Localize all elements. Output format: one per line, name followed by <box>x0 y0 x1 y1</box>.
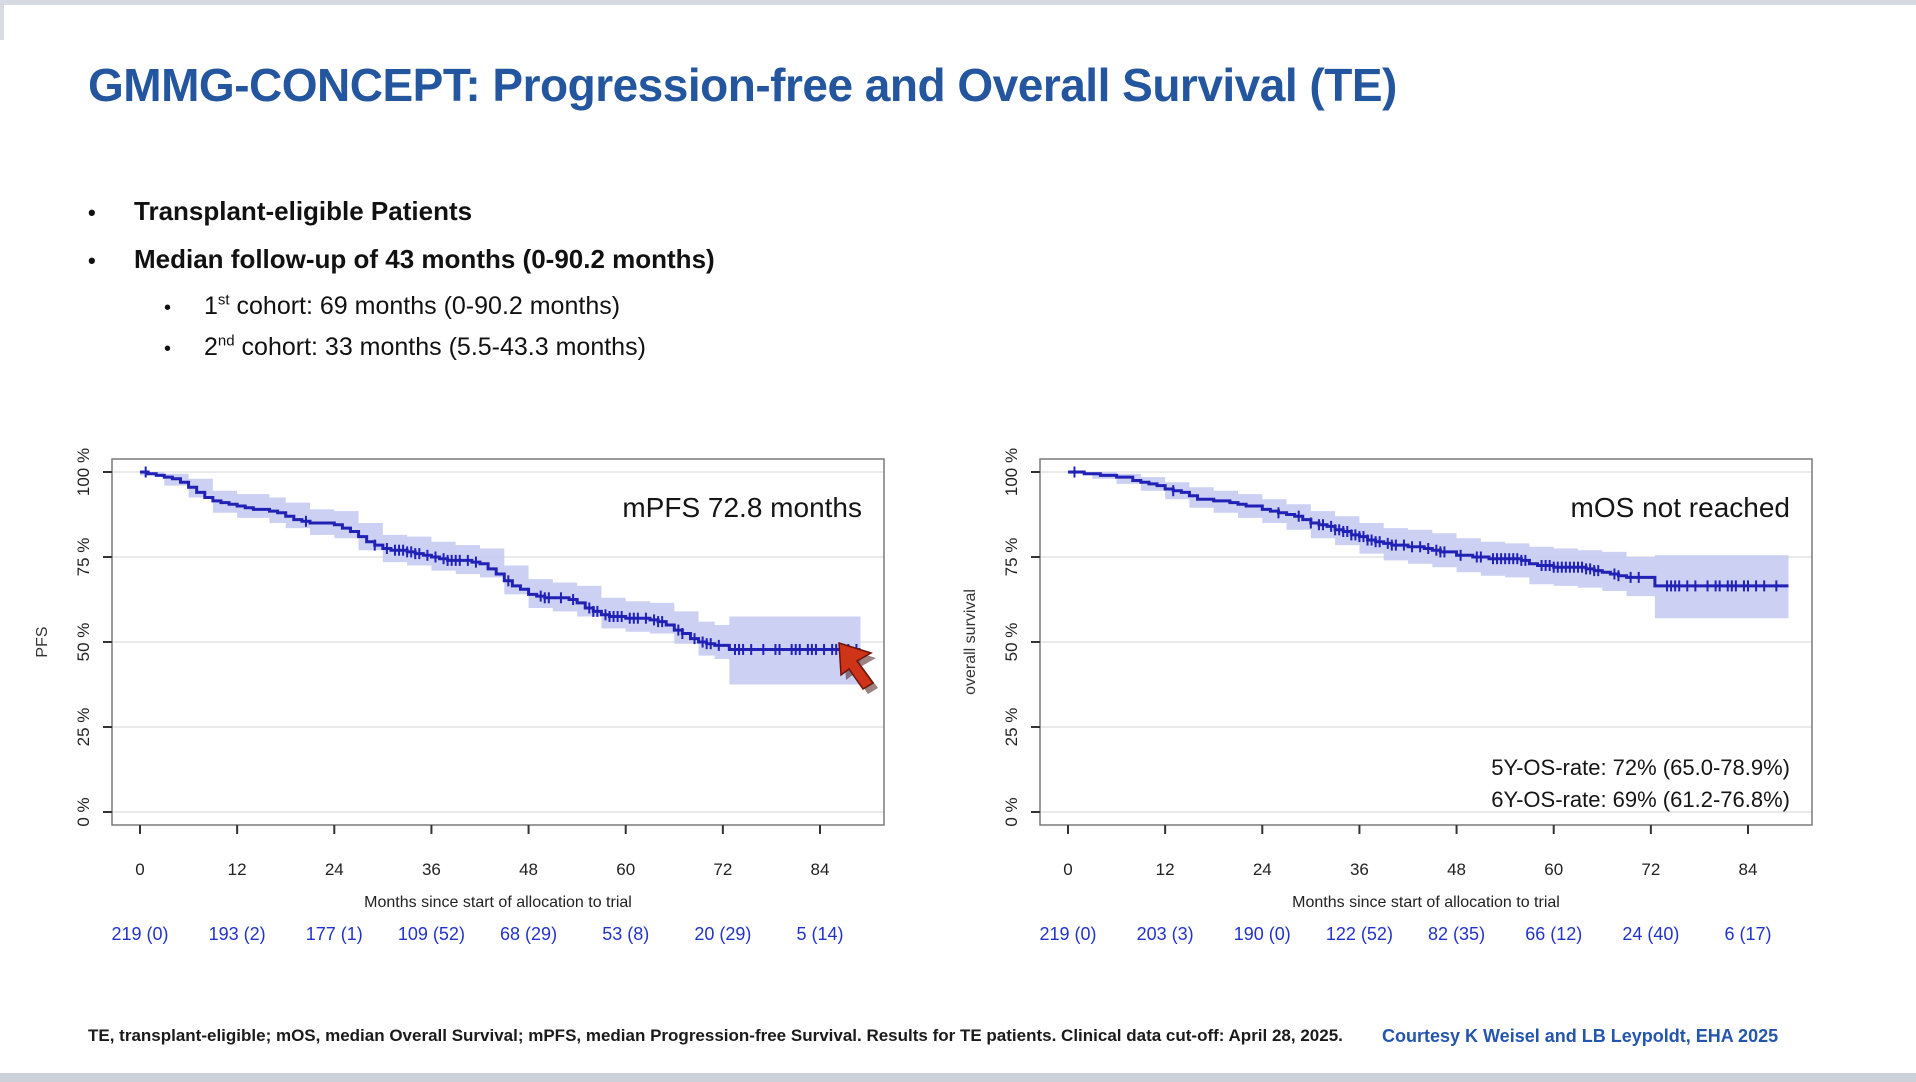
bullet-median-followup: Median follow-up of 43 months (0-90.2 mo… <box>88 244 715 275</box>
at-risk-count: 122 (52) <box>1326 924 1393 944</box>
slide-frame-top <box>0 0 1916 5</box>
at-risk-count: 6 (17) <box>1724 924 1771 944</box>
at-risk-count: 5 (14) <box>796 924 843 944</box>
x-axis-label: Months since start of allocation to tria… <box>364 894 632 911</box>
x-tick-label: 72 <box>1641 860 1660 879</box>
y-tick-label: 100 % <box>1002 448 1021 496</box>
y-tick-label: 100 % <box>74 448 93 496</box>
bullet-list: Transplant-eligible Patients Median foll… <box>88 196 715 374</box>
x-tick-label: 48 <box>519 860 538 879</box>
km-chart-pfs: 0 % 25 % 50 % 75 % 100 % 0 219 (0) 12 193 (2) 24 1… <box>34 448 885 944</box>
x-tick-label: 84 <box>811 860 830 879</box>
at-risk-count: 53 (8) <box>602 924 649 944</box>
at-risk-count: 193 (2) <box>209 924 266 944</box>
y-axis-label: PFS <box>34 626 51 657</box>
os-rate-annotation: 6Y-OS-rate: 69% (61.2-76.8%) <box>1491 787 1790 812</box>
y-tick-label: 50 % <box>1002 623 1021 662</box>
x-tick-label: 24 <box>325 860 344 879</box>
x-tick-label: 12 <box>1156 860 1175 879</box>
y-tick-label: 50 % <box>74 623 93 662</box>
at-risk-count: 177 (1) <box>306 924 363 944</box>
x-tick-label: 36 <box>422 860 441 879</box>
median-annotation: mPFS 72.8 months <box>622 492 862 523</box>
x-tick-label: 48 <box>1447 860 1466 879</box>
y-tick-label: 25 % <box>1002 708 1021 747</box>
x-tick-label: 0 <box>135 860 144 879</box>
slide-frame-left <box>0 0 4 40</box>
at-risk-count: 109 (52) <box>398 924 465 944</box>
y-axis-label: overall survival <box>962 589 979 695</box>
y-tick-label: 0 % <box>1002 797 1021 826</box>
x-tick-label: 72 <box>713 860 732 879</box>
bullet-second-cohort: 2nd cohort: 33 months (5.5-43.3 months) <box>164 333 715 362</box>
x-tick-label: 24 <box>1253 860 1272 879</box>
red-arrow-cursor-icon <box>838 641 878 694</box>
x-tick-label: 60 <box>1544 860 1563 879</box>
x-tick-label: 60 <box>616 860 635 879</box>
x-axis-label: Months since start of allocation to tria… <box>1292 894 1560 911</box>
km-chart-os: 0 % 25 % 50 % 75 % 100 % 0 219 (0) 12 203 (3) 24 1… <box>962 448 1813 944</box>
at-risk-count: 68 (29) <box>500 924 557 944</box>
at-risk-count: 66 (12) <box>1525 924 1582 944</box>
x-tick-label: 0 <box>1063 860 1072 879</box>
at-risk-count: 219 (0) <box>111 924 168 944</box>
page-title: GMMG-CONCEPT: Progression-free and Overa… <box>88 59 1397 111</box>
bullet-transplant-eligible: Transplant-eligible Patients <box>88 196 715 227</box>
y-tick-label: 75 % <box>1002 538 1021 577</box>
at-risk-count: 203 (3) <box>1137 924 1194 944</box>
bullet-first-cohort: 1st cohort: 69 months (0-90.2 months) <box>164 292 715 321</box>
x-tick-label: 84 <box>1739 860 1758 879</box>
y-tick-label: 0 % <box>74 797 93 826</box>
median-annotation: mOS not reached <box>1571 492 1790 523</box>
courtesy-credit: Courtesy K Weisel and LB Leypoldt, EHA 2… <box>1382 1026 1779 1046</box>
at-risk-count: 24 (40) <box>1622 924 1679 944</box>
y-tick-label: 25 % <box>74 708 93 747</box>
x-tick-label: 36 <box>1350 860 1369 879</box>
at-risk-count: 20 (29) <box>694 924 751 944</box>
at-risk-count: 190 (0) <box>1234 924 1291 944</box>
slide-frame-bottom <box>0 1073 1916 1082</box>
footnote: TE, transplant-eligible; mOS, median Ove… <box>88 1026 1343 1045</box>
at-risk-count: 219 (0) <box>1039 924 1096 944</box>
at-risk-count: 82 (35) <box>1428 924 1485 944</box>
os-rate-annotation: 5Y-OS-rate: 72% (65.0-78.9%) <box>1491 755 1790 780</box>
x-tick-label: 12 <box>228 860 247 879</box>
y-tick-label: 75 % <box>74 538 93 577</box>
